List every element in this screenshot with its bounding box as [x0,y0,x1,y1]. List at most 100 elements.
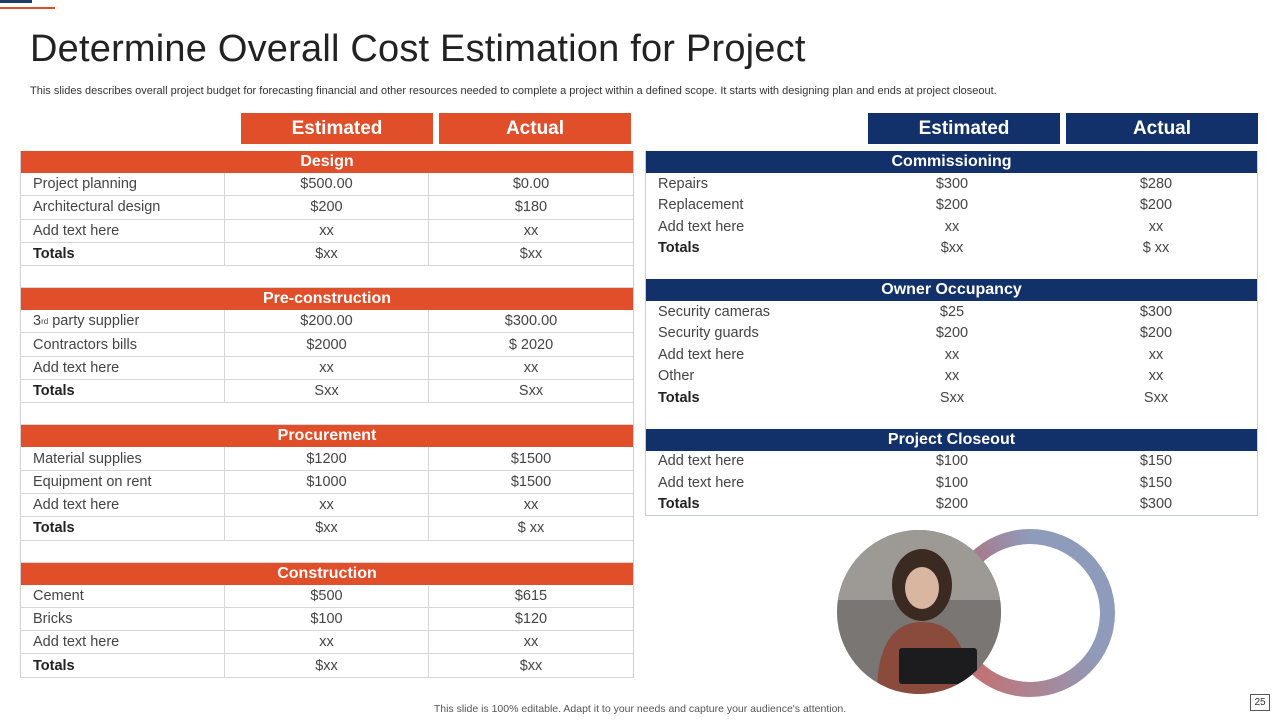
table-row: Add text here xx xx [21,631,633,655]
row-label: Cement [21,584,225,607]
totals-row: Totals $200 $300 [646,494,1257,516]
page-subtitle: This slides describes overall project bu… [30,85,997,97]
table-row: Equipment on rent $1000 $1500 [21,470,633,494]
actual-value: xx [523,634,539,651]
accent-bar-orange [0,7,55,9]
estimated-value: xx [225,219,429,242]
actual-value: $120 [514,611,548,627]
estimated-value: xx [944,218,960,235]
actual-value: $1500 [510,450,552,467]
row-label: Add text here [658,474,745,491]
row-label-prefix: 3 [33,313,42,330]
estimated-value: $100 [225,607,429,631]
estimated-value: $100 [935,474,969,491]
page-number: 25 [1250,694,1270,711]
row-label: Totals [21,517,225,540]
actual-value: $xx [519,657,543,674]
actual-value: $0.00 [512,176,550,193]
table-row: Add text here xx xx [21,493,633,518]
totals-row: Totals $xx $ xx [646,238,1257,260]
actual-value: $1500 [510,473,552,490]
right-actual-header: Actual [1066,113,1258,144]
section-spacer [21,266,633,289]
estimated-value: xx [225,493,429,517]
row-label: Material supplies [21,447,225,470]
section-header-commissioning: Commissioning [646,151,1257,173]
right-cost-table: Commissioning Repairs $300 $280 Replacement $… [645,151,1258,516]
totals-row: Totals Sxx Sxx [21,380,633,404]
actual-value: $150 [1139,453,1173,470]
estimated-value: Sxx [225,380,429,403]
actual-value: xx [1148,368,1164,385]
table-row: Security guards $200 $200 [646,323,1257,345]
section-header-owner-occupancy: Owner Occupancy [646,279,1257,301]
table-row: Cement $500 $615 [21,584,633,608]
table-row: Other xx xx [646,366,1257,388]
actual-value: xx [523,359,539,376]
totals-row: Totals $xx $xx [21,654,633,678]
actual-value: $300 [1139,496,1173,513]
row-label: Totals [658,496,700,513]
section-spacer [646,259,1257,279]
footer-text: This slide is 100% editable. Adapt it to… [433,703,847,715]
estimated-value: $xx [225,654,429,677]
section-header-project-closeout: Project Closeout [646,428,1257,451]
row-label: Architectural design [21,196,225,219]
estimated-value: $xx [225,242,429,266]
totals-row: Totals $xx $ xx [21,517,633,541]
estimated-value: $100 [935,453,969,470]
table-row: Security cameras $25 $300 [646,301,1257,323]
row-label: Add text here [658,218,745,235]
actual-value: xx [523,497,539,514]
row-label: Totals [658,240,700,257]
table-row: Add text here xx xx [646,344,1257,366]
table-row: Add text here xx xx [21,356,633,381]
row-label: Totals [21,380,225,403]
row-label: Other [658,368,695,385]
estimated-value: $200 [935,325,969,342]
row-label: Bricks [21,607,225,631]
actual-value: $ xx [517,520,545,537]
section-spacer [21,403,633,426]
row-label: Totals [21,242,225,266]
estimated-value: xx [225,356,429,380]
table-row: Add text here $100 $150 [646,451,1257,473]
page-title: Determine Overall Cost Estimation for Pr… [30,28,806,70]
section-header-procurement: Procurement [21,425,633,448]
row-label-superscript: rd [41,316,49,326]
row-label: Add text here [21,631,225,654]
estimated-value: xx [225,631,429,654]
actual-value: xx [523,222,539,239]
table-row: Repairs $300 $280 [646,173,1257,195]
actual-value: $200 [1139,197,1173,214]
actual-value: $180 [514,199,548,216]
row-label: Repairs [658,175,708,192]
left-actual-header: Actual [439,113,631,144]
actual-value: $150 [1139,474,1173,491]
actual-value: $615 [514,587,548,604]
actual-value: $ 2020 [508,336,554,353]
row-label-text: party supplier [48,313,140,330]
section-spacer [646,409,1257,429]
actual-value: Sxx [518,383,544,400]
actual-value: xx [1148,346,1164,363]
estimated-value: xx [944,346,960,363]
estimated-value: $1000 [225,470,429,493]
actual-value: $300 [1139,303,1173,320]
estimated-value: $200 [935,197,969,214]
actual-value: $200 [1139,325,1173,342]
left-estimated-header: Estimated [241,113,433,144]
actual-value: $300.00 [504,313,558,330]
estimated-value: $500 [225,584,429,607]
estimated-value: $500.00 [225,173,429,196]
row-label: Replacement [658,197,744,214]
table-row: Add text here $100 $150 [646,472,1257,494]
actual-value: Sxx [1143,389,1169,406]
table-row: Architectural design $200 $180 [21,196,633,220]
section-header-design: Design [21,151,633,173]
table-row: Add text here xx xx [21,219,633,243]
estimated-value: $1200 [225,447,429,470]
section-header-construction: Construction [21,562,633,585]
row-label: Totals [21,654,225,677]
